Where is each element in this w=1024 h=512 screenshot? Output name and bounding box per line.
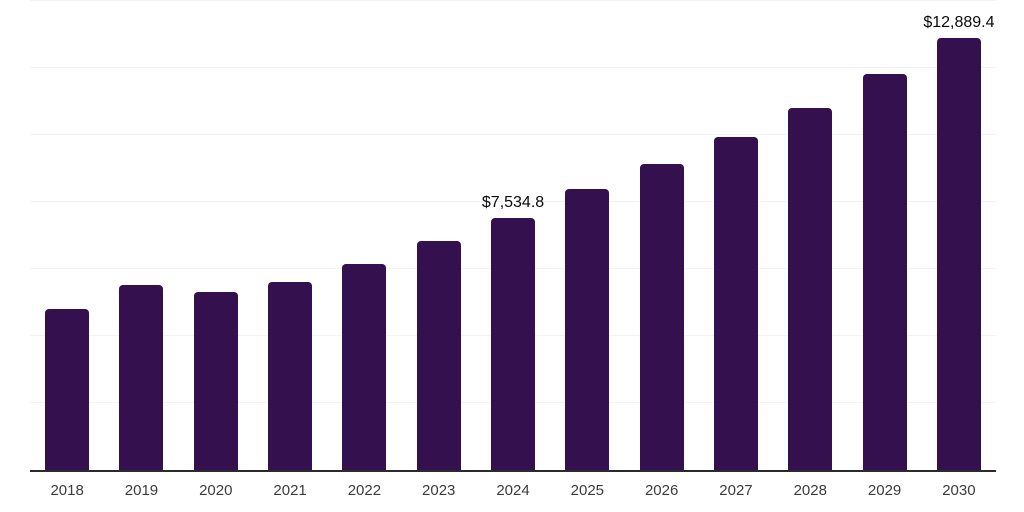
bar-slot-2020 [179, 1, 253, 470]
bar-slot-2029 [847, 1, 921, 470]
bar-slot-2022 [327, 1, 401, 470]
bar-2027[interactable] [713, 137, 758, 470]
bar-slot-2025 [550, 1, 624, 470]
bar-2021[interactable] [268, 282, 313, 470]
x-axis-labels: 2018 2019 2020 2021 2022 2023 2024 2025 2026 2027… [30, 482, 996, 500]
x-tick-label-2024: 2024 [496, 482, 530, 499]
bar-slot-2026 [625, 1, 699, 470]
x-tick-label-2018: 2018 [50, 482, 84, 499]
gridline-10000 [30, 134, 996, 135]
bar-2024[interactable] [491, 217, 536, 470]
bar-2025[interactable] [565, 189, 610, 470]
x-tick-label-2025: 2025 [570, 482, 605, 499]
x-tick-label-2022: 2022 [347, 482, 382, 499]
gridline-14000 [30, 0, 996, 1]
x-tick-label-2023: 2023 [422, 482, 456, 499]
bar-slot-2021 [253, 1, 327, 470]
plot-area: $7,534.8 $12,889.4 [30, 0, 996, 472]
gridline-8000 [30, 201, 996, 202]
bar-value-label-2024: $7,534.8 [481, 193, 545, 211]
bar-2030[interactable] [936, 38, 981, 470]
bar-slot-2028 [773, 1, 847, 470]
bars-row: $7,534.8 $12,889.4 [30, 1, 996, 470]
x-axis-line [30, 470, 996, 472]
bar-2019[interactable] [119, 284, 164, 470]
x-tick-label-2021: 2021 [273, 482, 307, 499]
x-tick-label-2020: 2020 [199, 482, 233, 499]
x-tick-label-2028: 2028 [793, 482, 827, 499]
x-tick-label-2030: 2030 [942, 482, 976, 499]
x-tick-label-2019: 2019 [124, 482, 159, 499]
bar-2026[interactable] [639, 164, 684, 470]
bar-value-label-2030: $12,889.4 [923, 14, 995, 32]
bar-slot-2018 [30, 1, 104, 470]
bar-slot-2019 [104, 1, 178, 470]
x-tick-label-2029: 2029 [867, 482, 902, 499]
bar-slot-2023 [402, 1, 476, 470]
bar-2020[interactable] [193, 291, 238, 470]
bar-2023[interactable] [416, 240, 461, 470]
bar-2018[interactable] [45, 308, 90, 470]
bar-slot-2027 [699, 1, 773, 470]
x-tick-label-2026: 2026 [644, 482, 679, 499]
bar-2029[interactable] [862, 73, 907, 470]
bar-slot-2030: $12,889.4 [922, 1, 996, 470]
bar-slot-2024: $7,534.8 [476, 1, 550, 470]
x-tick-label-2027: 2027 [719, 482, 753, 499]
bar-2022[interactable] [342, 263, 387, 470]
gridline-12000 [30, 67, 996, 68]
bar-2028[interactable] [788, 108, 833, 470]
